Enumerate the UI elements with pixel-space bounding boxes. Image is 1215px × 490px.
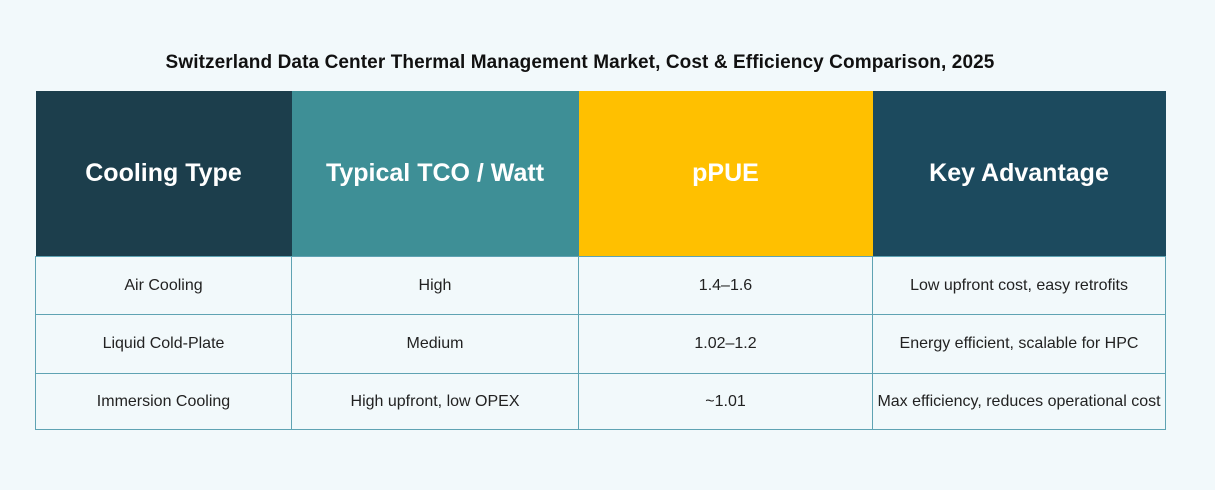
cell-cooling-type: Liquid Cold-Plate bbox=[35, 314, 292, 374]
header-key-advantage: Key Advantage bbox=[872, 91, 1166, 257]
table-header-row: Cooling Type Typical TCO / Watt pPUE Key… bbox=[35, 91, 1166, 257]
table-row: Liquid Cold-Plate Medium 1.02–1.2 Energy… bbox=[35, 314, 1166, 374]
chart-title: Switzerland Data Center Thermal Manageme… bbox=[165, 52, 995, 73]
cell-key-advantage: Low upfront cost, easy retrofits bbox=[872, 256, 1166, 315]
cell-tco-per-watt: High upfront, low OPEX bbox=[291, 373, 579, 430]
header-ppue: pPUE bbox=[578, 91, 873, 257]
cell-ppue: ~1.01 bbox=[578, 373, 873, 430]
cell-key-advantage: Max efficiency, reduces operational cost bbox=[872, 373, 1166, 430]
cell-cooling-type: Air Cooling bbox=[35, 256, 292, 315]
header-tco-per-watt: Typical TCO / Watt bbox=[291, 91, 579, 257]
cell-cooling-type: Immersion Cooling bbox=[35, 373, 292, 430]
table-row: Immersion Cooling High upfront, low OPEX… bbox=[35, 373, 1166, 430]
header-cooling-type: Cooling Type bbox=[35, 91, 292, 257]
cell-key-advantage: Energy efficient, scalable for HPC bbox=[872, 314, 1166, 374]
cell-tco-per-watt: High bbox=[291, 256, 579, 315]
cell-tco-per-watt: Medium bbox=[291, 314, 579, 374]
cell-ppue: 1.4–1.6 bbox=[578, 256, 873, 315]
comparison-table: Cooling Type Typical TCO / Watt pPUE Key… bbox=[35, 91, 1166, 430]
cell-ppue: 1.02–1.2 bbox=[578, 314, 873, 374]
table-row: Air Cooling High 1.4–1.6 Low upfront cos… bbox=[35, 256, 1166, 315]
